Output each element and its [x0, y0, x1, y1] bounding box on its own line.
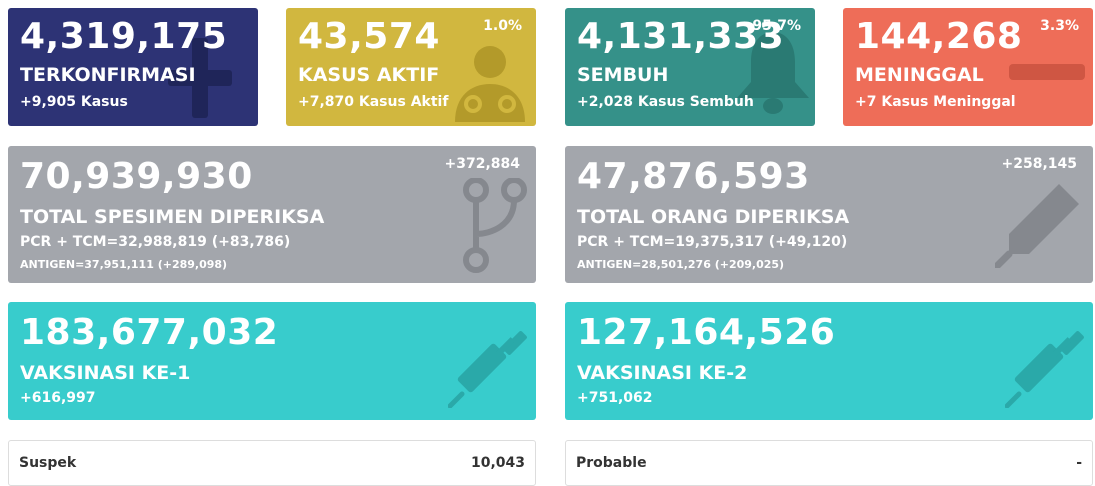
active-value: 43,574	[298, 16, 440, 57]
deaths-value: 144,268	[855, 16, 1023, 57]
probable-box: Probable -	[565, 440, 1093, 486]
suspect-label: Suspek	[19, 455, 77, 471]
plus-icon	[168, 38, 232, 118]
deaths-percent: 3.3%	[1040, 18, 1079, 34]
specimens-value: 70,939,930	[20, 156, 253, 197]
recovered-sub: +2,028 Kasus Sembuh	[577, 94, 754, 110]
vaccine-dose2-card: 127,164,526 VAKSINASI KE-2 +751,062	[565, 302, 1093, 420]
probable-label: Probable	[576, 455, 647, 471]
confirmed-value: 4,319,175	[20, 16, 228, 57]
specimens-delta: +372,884	[444, 156, 521, 172]
minus-icon	[1009, 64, 1085, 80]
people-delta: +258,145	[1001, 156, 1078, 172]
active-percent: 1.0%	[483, 18, 522, 34]
thermometer-icon	[995, 184, 1079, 268]
specimens-antigen: ANTIGEN=37,951,111 (+289,098)	[20, 258, 228, 271]
active-card: 1.0% 43,574 KASUS AKTIF +7,870 Kasus Akt…	[286, 8, 536, 126]
confirmed-card: 4,319,175 TERKONFIRMASI +9,905 Kasus	[8, 8, 258, 126]
suspect-box: Suspek 10,043	[8, 440, 536, 486]
suspect-value: 10,043	[470, 455, 525, 471]
deaths-label: MENINGGAL	[855, 64, 984, 86]
specimens-card: +372,884 70,939,930 TOTAL SPESIMEN DIPER…	[8, 146, 536, 283]
dose2-value: 127,164,526	[577, 312, 836, 353]
confirmed-sub: +9,905 Kasus	[20, 94, 128, 110]
deaths-sub: +7 Kasus Meninggal	[855, 94, 1016, 110]
deaths-card: 3.3% 144,268 MENINGGAL +7 Kasus Meningga…	[843, 8, 1093, 126]
people-tested-card: +258,145 47,876,593 TOTAL ORANG DIPERIKS…	[565, 146, 1093, 283]
specimens-pcr: PCR + TCM=32,988,819 (+83,786)	[20, 234, 291, 250]
people-label: TOTAL ORANG DIPERIKSA	[577, 206, 850, 228]
syringe-icon	[1005, 331, 1084, 408]
dose1-sub: +616,997	[20, 390, 96, 406]
confirmed-label: TERKONFIRMASI	[20, 64, 196, 86]
syringe-icon	[448, 331, 527, 408]
probable-value: -	[1076, 455, 1082, 471]
test-tube-icon	[463, 178, 527, 273]
dose2-label: VAKSINASI KE-2	[577, 362, 748, 384]
doctor-icon	[455, 46, 525, 122]
recovered-label: SEMBUH	[577, 64, 669, 86]
recovered-value: 4,131,333	[577, 16, 785, 57]
dose1-value: 183,677,032	[20, 312, 279, 353]
recovered-percent: 95.7%	[752, 18, 801, 34]
dose1-label: VAKSINASI KE-1	[20, 362, 191, 384]
active-sub: +7,870 Kasus Aktif	[298, 94, 449, 110]
dose2-sub: +751,062	[577, 390, 653, 406]
specimens-label: TOTAL SPESIMEN DIPERIKSA	[20, 206, 325, 228]
bell-icon	[737, 32, 809, 114]
people-pcr: PCR + TCM=19,375,317 (+49,120)	[577, 234, 848, 250]
people-value: 47,876,593	[577, 156, 810, 197]
active-label: KASUS AKTIF	[298, 64, 440, 86]
vaccine-dose1-card: 183,677,032 VAKSINASI KE-1 +616,997	[8, 302, 536, 420]
recovered-card: 95.7% 4,131,333 SEMBUH +2,028 Kasus Semb…	[565, 8, 815, 126]
people-antigen: ANTIGEN=28,501,276 (+209,025)	[577, 258, 785, 271]
